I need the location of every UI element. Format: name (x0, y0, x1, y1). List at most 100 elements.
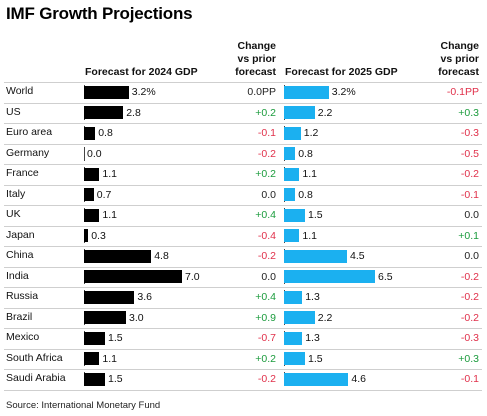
bar-2024-label: 1.5 (108, 332, 123, 345)
row-rule (4, 307, 482, 309)
bar-2025 (284, 188, 296, 202)
change-2024: +0.4 (255, 291, 276, 304)
row-rule (4, 266, 482, 268)
row-rule (4, 287, 482, 288)
bar-2024-label: 1.1 (102, 352, 117, 365)
row-rule (4, 143, 482, 145)
change-2025: +0.1 (458, 229, 479, 242)
change-2024: 0.0PP (247, 86, 276, 99)
change-2024: -0.4 (257, 229, 276, 242)
bar-2025-label: 4.5 (350, 250, 365, 263)
row-rule (4, 164, 482, 165)
bar-2024-label: 3.6 (137, 291, 152, 304)
bar-2025-label: 6.5 (378, 270, 393, 283)
change-2025: -0.1 (460, 373, 479, 386)
row-country: US (6, 105, 21, 118)
bar-2025 (284, 372, 349, 386)
row-rule (4, 184, 482, 186)
bar-2024-label: 1.1 (102, 209, 117, 222)
row-country: UK (6, 208, 21, 221)
header-change-2025: Change vs prior forecast (419, 40, 479, 79)
bar-2024 (84, 188, 94, 202)
header-forecast-2025: Forecast for 2025 GDP (285, 66, 398, 78)
row-rule (4, 205, 482, 206)
bar-2024 (84, 167, 100, 181)
bar-2024 (84, 372, 105, 386)
change-2025: -0.2 (460, 291, 479, 304)
row-rule (4, 246, 482, 247)
bar-2024 (84, 331, 105, 345)
row-rule (4, 328, 482, 329)
row-country: Italy (6, 187, 26, 200)
change-2024: 0.0 (261, 188, 276, 201)
bar-2025-label: 1.3 (305, 332, 320, 345)
bar-2025-label: 1.2 (303, 127, 319, 140)
row-country: World (6, 85, 34, 98)
change-2024: 0.0 (261, 270, 276, 283)
row-baseline (84, 146, 85, 161)
header-change-2024-line2: vs prior (237, 53, 276, 65)
bar-2024-label: 0.7 (96, 188, 112, 201)
row-rule (4, 369, 482, 370)
row-rule (4, 102, 482, 104)
change-2025: +0.3 (458, 352, 479, 365)
change-2025: -0.5 (460, 147, 479, 160)
row-country: Brazil (6, 310, 33, 323)
header-change-2025-line3: forecast (438, 66, 479, 78)
change-2025: 0.0 (464, 209, 479, 222)
bar-2024-label: 0.0 (87, 147, 102, 160)
bar-2025-label: 1.1 (302, 168, 317, 181)
bar-2025-label: 4.6 (351, 373, 366, 386)
chart-title: IMF Growth Projections (6, 4, 193, 23)
row-country: Japan (6, 228, 35, 241)
row-country: France (6, 167, 39, 180)
change-2025: -0.1PP (446, 86, 479, 99)
header-change-2024: Change vs prior forecast (216, 40, 276, 79)
bar-2025-label: 1.5 (308, 352, 323, 365)
bar-2025 (284, 352, 305, 366)
row-country: South Africa (6, 351, 63, 364)
row-rule (4, 82, 482, 83)
bar-2025 (284, 106, 315, 120)
row-rule (4, 123, 482, 124)
bar-2024-label: 4.8 (154, 250, 169, 263)
change-2025: -0.3 (460, 332, 479, 345)
change-2024: +0.4 (255, 209, 276, 222)
bar-2024-label: 1.1 (102, 168, 117, 181)
row-country: Euro area (6, 126, 53, 139)
bar-2024 (84, 290, 135, 304)
bar-2024 (84, 208, 100, 222)
row-rule (4, 389, 482, 391)
header-change-2025-line1: Change (440, 40, 479, 52)
row-rule (4, 225, 482, 227)
bar-2025 (284, 126, 301, 140)
bar-2024-label: 7.0 (185, 270, 200, 283)
row-country: China (6, 249, 34, 262)
bar-2024 (84, 85, 129, 99)
bar-2025-label: 0.8 (298, 147, 313, 160)
bar-2025 (284, 147, 296, 161)
bar-2024-label: 0.3 (91, 229, 106, 242)
change-2025: -0.2 (460, 311, 479, 324)
row-country: Mexico (6, 331, 40, 344)
bar-2024 (84, 249, 152, 263)
bar-2025 (284, 331, 303, 345)
bar-2024-label: 3.2% (131, 86, 156, 99)
bar-2025 (284, 85, 329, 99)
bar-2025 (284, 270, 375, 284)
bar-2024-label: 1.5 (108, 373, 123, 386)
change-2025: -0.2 (460, 270, 479, 283)
change-2024: +0.2 (255, 106, 276, 119)
bar-2025 (284, 229, 300, 243)
change-2025: 0.0 (464, 250, 479, 263)
bar-2025 (284, 290, 303, 304)
change-2025: -0.1 (460, 188, 479, 201)
change-2024: -0.2 (257, 250, 276, 263)
change-2024: -0.2 (257, 147, 276, 160)
change-2024: +0.9 (255, 311, 276, 324)
bar-2025-label: 1.5 (308, 209, 323, 222)
row-country: India (6, 269, 29, 282)
bar-2024 (84, 352, 100, 366)
source-note: Source: International Monetary Fund (6, 400, 161, 411)
